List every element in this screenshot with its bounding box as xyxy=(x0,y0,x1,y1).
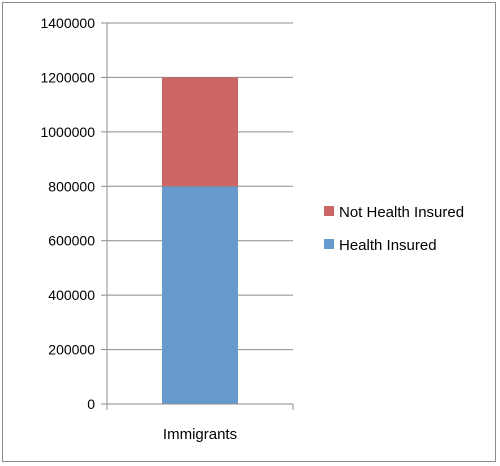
legend: Not Health Insured Health Insured xyxy=(324,204,464,254)
bar-health-insured xyxy=(162,186,238,404)
y-tick-label: 200000 xyxy=(48,342,95,358)
y-tick-label: 800000 xyxy=(48,178,95,194)
bar-layer xyxy=(162,77,238,404)
x-category-label: Immigrants xyxy=(163,426,237,443)
y-tick-label: 400000 xyxy=(48,287,95,303)
y-tick-label: 0 xyxy=(87,396,95,412)
bar-not-health-insured xyxy=(162,77,238,187)
legend-swatch xyxy=(324,206,334,216)
y-tick-label: 600000 xyxy=(48,233,95,249)
label-layer: 0 200000 400000 600000 800000 1000000 1200000 1… xyxy=(40,15,237,443)
legend-label: Health Insured xyxy=(339,237,437,254)
y-tick-label: 1400000 xyxy=(40,15,95,31)
legend-swatch xyxy=(324,239,334,249)
y-tick-label: 1200000 xyxy=(40,69,95,85)
chart-frame xyxy=(2,2,496,462)
axis-layer xyxy=(101,22,294,410)
legend-label: Not Health Insured xyxy=(339,204,464,221)
y-tick-label: 1000000 xyxy=(40,124,95,140)
